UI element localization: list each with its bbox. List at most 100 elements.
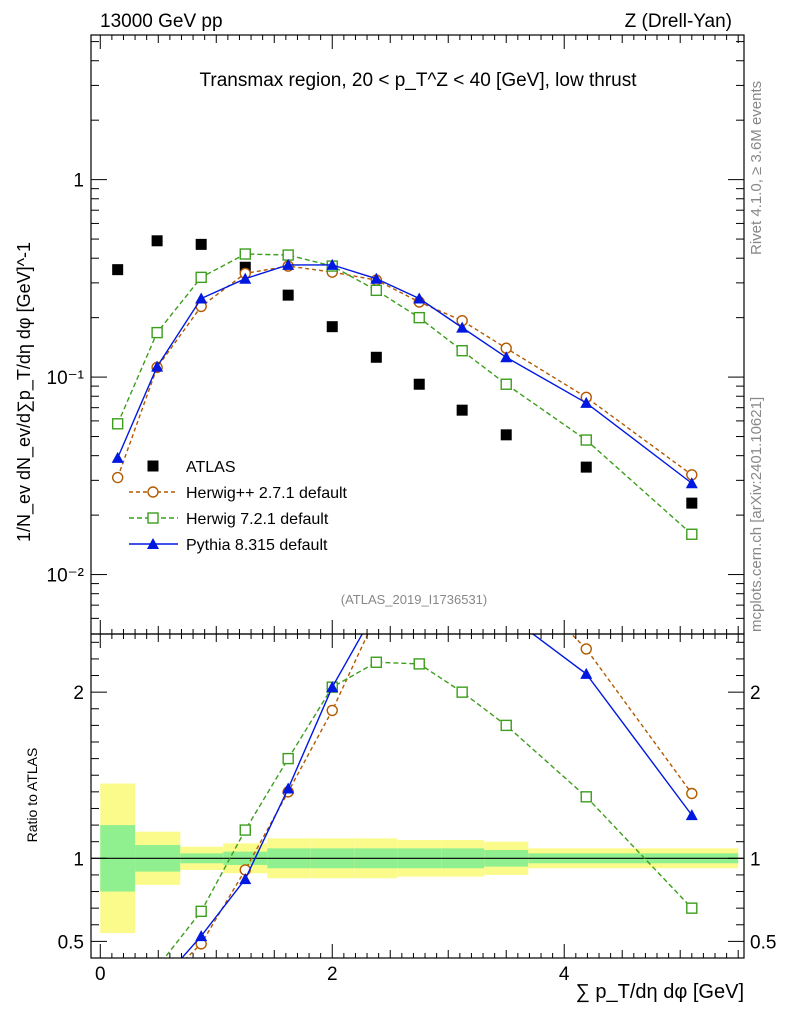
ATLAS-point [282,289,294,301]
rivet-version-label: Rivet 4.1.0, ≥ 3.6M events [748,81,765,255]
pythia8-ratio-point [112,1000,124,1011]
herwig7-ratio-point [456,686,468,698]
herwigpp-ratio-point [152,981,162,991]
mcplots-source-label: mcplots.cern.ch [arXiv:2401.10621] [748,397,765,632]
herwig7-ratio-point [686,902,698,914]
pythia8-ratio-point [685,809,698,821]
herwig7-point [413,311,425,324]
main-panel-marks [111,235,698,540]
x-tick-label: 4 [559,964,570,985]
ratio-tick-label-right: 2 [750,683,761,704]
ATLAS-point [686,497,698,509]
herwig7-point [456,345,468,357]
pythia8-point [239,272,252,284]
herwig7-point [151,326,163,339]
ATLAS-point [370,351,382,363]
pythia8-ratio-point [413,567,425,578]
herwig7-ratio-line [163,661,693,958]
pythia8-point [370,272,383,284]
legend: ATLAS Herwig++ 2.7.1 default Herwig 7.2.1 … [129,459,348,554]
herwigpp-ratio-line [185,634,693,958]
herwig7-ratio-point [152,962,162,972]
ATLAS-point [456,404,468,416]
ATLAS-point [112,264,124,276]
herwig7-point [282,249,294,261]
herwig7-ratio-point [282,752,294,765]
herwigpp-ratio-point [580,643,592,655]
pythia8-ratio-line [180,634,693,958]
y-tick-label: 1 [73,171,84,192]
x-tick-label: 2 [327,964,338,985]
herwig7-point [195,271,207,284]
pythia8-point [282,258,295,270]
y-axis-label: 1/N_ev dN_ev/d∑p_T/dη dφ [GeV]^-1 [14,242,35,542]
energy-label: 13000 GeV pp [100,11,223,32]
herwig7-ratio-point [413,658,425,670]
herwigpp-ratio-point [686,787,698,800]
ratio-tick-label-right: 0.5 [750,932,776,953]
ATLAS-point [500,429,512,441]
herwigpp-point [111,471,124,484]
ratio-tick-label-right: 1 [750,849,761,870]
ATLAS-point [239,261,251,273]
pythia8-point [456,321,469,333]
legend-marker-herwig7 [147,512,159,524]
herwig7-ratio-point [370,656,383,668]
ATLAS-point [326,321,338,333]
herwig7-point [500,378,512,390]
pythia8-point [151,360,164,372]
ATLAS-point [151,235,163,247]
herwigpp-ratio-point [371,611,381,621]
legend-label-herwigpp: Herwig++ 2.7.1 default [186,485,348,502]
process-label: Z (Drell-Yan) [625,11,732,32]
pythia8-ratio-point [500,608,512,619]
herwig7-ratio-point [239,824,251,836]
pythia8-ratio-point [580,667,593,679]
axes: 0 2 4 1 10⁻¹ 10⁻² 0.5 0.5 1 1 2 2 [47,34,776,985]
herwig7-point [686,528,698,540]
ratio-uncertainty-bands [91,783,744,934]
pythia8-ratio-point [326,681,339,693]
ATLAS-point [413,378,425,390]
ATLAS-point [580,461,592,473]
pythia8-point [685,477,698,489]
x-axis-label: ∑ p_T/dη dφ [GeV] [576,981,744,1003]
pythia8-line [117,264,693,484]
herwigpp-ratio-point [113,1005,123,1015]
ratio-tick-label-left: 0.5 [58,932,84,953]
herwigpp-ratio-point [501,563,511,573]
pythia8-ratio-point [282,782,295,794]
pythia8-ratio-point [239,873,252,885]
legend-label-ATLAS: ATLAS [186,459,236,476]
pythia8-ratio-point [195,930,208,942]
herwigpp-ratio-point [326,704,338,717]
herwigpp-line [117,265,693,478]
y-tick-label: 10⁻¹ [47,368,85,389]
legend-label-pythia8: Pythia 8.315 default [186,537,328,554]
pythia8-point [195,292,208,304]
legend-marker-herwigpp [147,486,159,498]
pythia8-point [326,258,339,270]
legend-marker-ATLAS [147,460,159,472]
pythia8-point [111,451,124,463]
herwig7-ratio-point [500,719,512,732]
herwigpp-ratio-point [457,548,467,558]
ratio-frame [90,633,745,959]
herwig7-ratio-point [113,992,123,1002]
herwig7-point [111,418,124,430]
herwig7-ratio-point [195,905,207,918]
ratio-tick-label-left: 1 [73,849,84,870]
ATLAS-point [195,238,207,250]
chart-title: Transmax region, 20 < p_T^Z < 40 [GeV], … [200,70,638,91]
herwig7-point [370,284,383,297]
ratio-y-axis-label: Ratio to ATLAS [24,748,40,843]
ratio-tick-label-left: 2 [73,683,84,704]
pythia8-point [413,292,426,304]
pythia8-point [500,351,513,363]
pythia8-point [580,396,593,408]
legend-marker-pythia8 [147,538,159,549]
legend-label-herwig7: Herwig 7.2.1 default [186,511,329,528]
y-tick-label: 10⁻² [47,566,85,587]
herwig7-point [580,434,592,446]
